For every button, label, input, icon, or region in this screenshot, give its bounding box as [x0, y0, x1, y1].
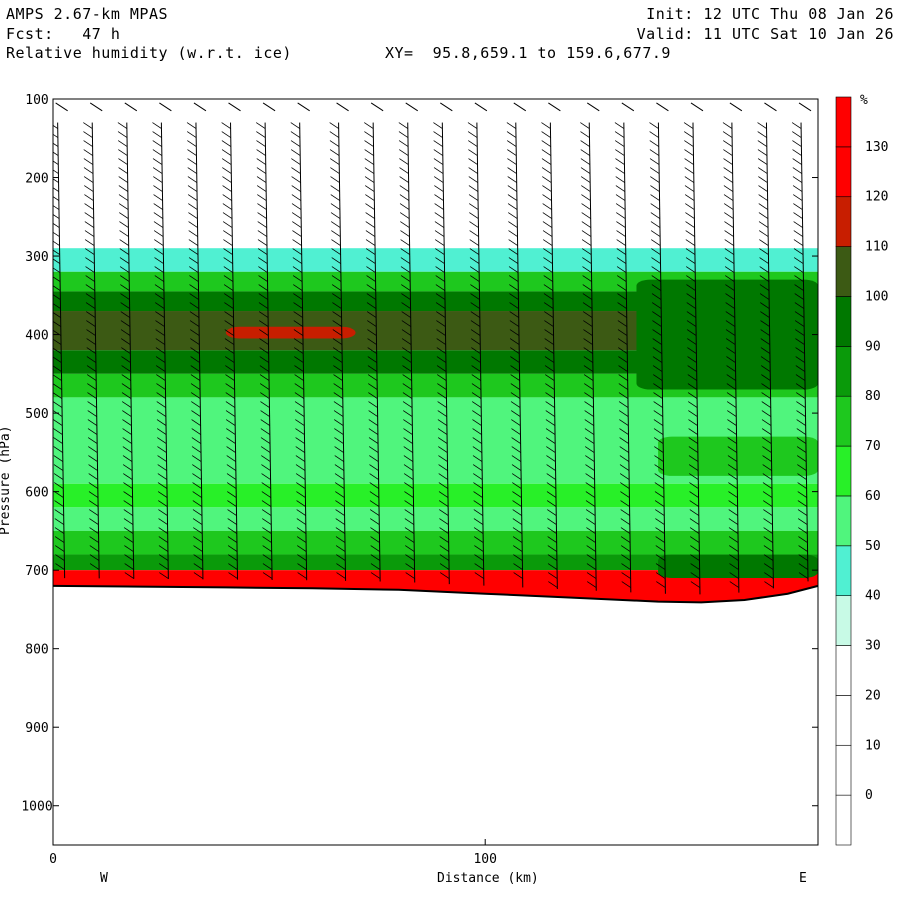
rh-feature-2 [658, 436, 818, 476]
east-label: E [799, 871, 807, 886]
y-tick-label-900: 900 [25, 721, 48, 736]
colorbar-unit: % [860, 93, 868, 108]
rh-layer-1 [53, 248, 818, 272]
x-axis-ticks: 0 100 [49, 839, 497, 867]
colorbar-label-50: 50 [865, 539, 881, 554]
colorbar-label-40: 40 [865, 589, 881, 604]
wind-barb-column-19 [722, 102, 743, 593]
wind-barb-column-3 [152, 102, 172, 580]
wind-barb-column-5 [221, 102, 241, 580]
wind-barb-column-12 [467, 102, 488, 586]
wind-barb-column-16 [614, 102, 635, 593]
y-tick-label-800: 800 [25, 643, 48, 658]
y-axis-ticks: 100 200 300 400 500 600 700 800 900 1000 [21, 93, 818, 815]
west-label: W [100, 871, 108, 886]
colorbar-swatch-2 [835, 695, 852, 746]
y-tick-label-300: 300 [25, 250, 48, 265]
colorbar: 0 10 20 30 40 50 60 70 80 90 100 110 120 130 [835, 96, 888, 846]
x-tick-label-100: 100 [473, 852, 496, 867]
colorbar-swatch-3 [835, 645, 852, 696]
colorbar-label-80: 80 [865, 389, 881, 404]
wind-barb-column-9 [364, 102, 384, 582]
wind-barb-column-13 [506, 102, 527, 588]
wind-barb-column-15 [580, 102, 600, 591]
wind-barb-column-6 [255, 102, 276, 580]
colorbar-swatch-12 [835, 196, 852, 247]
colorbar-label-30: 30 [865, 639, 881, 654]
y-tick-label-500: 500 [25, 407, 48, 422]
plot-frame [52, 98, 819, 846]
wind-barb-column-14 [541, 102, 561, 590]
wind-barb-column-0 [53, 102, 68, 579]
wind-barbs [53, 102, 812, 595]
forecast-hour: Fcst: 47 h [6, 25, 121, 43]
wind-barb-column-1 [83, 102, 103, 579]
field-name: Relative humidity (w.r.t. ice) [6, 44, 292, 62]
colorbar-swatch-8 [835, 395, 852, 447]
colorbar-label-110: 110 [865, 240, 888, 255]
colorbar-label-10: 10 [865, 738, 881, 753]
y-tick-label-1000: 1000 [21, 800, 52, 815]
wind-barb-column-10 [398, 102, 419, 583]
wind-barb-column-20 [757, 102, 777, 589]
colorbar-swatch-4 [835, 595, 852, 646]
y-tick-label-600: 600 [25, 486, 48, 501]
wind-barb-column-2 [117, 102, 138, 579]
y-axis-label: Pressure (hPa) [0, 425, 13, 535]
y-tick-label-400: 400 [25, 329, 48, 344]
wind-barb-column-8 [329, 102, 349, 581]
colorbar-swatch-6 [835, 495, 852, 547]
colorbar-label-60: 60 [865, 489, 881, 504]
colorbar-label-130: 130 [865, 140, 888, 155]
wind-barb-column-4 [186, 102, 207, 580]
terrain [52, 584, 819, 845]
y-tick-label-200: 200 [25, 172, 48, 187]
terrain-mask [53, 585, 818, 845]
colorbar-swatch-0 [835, 794, 852, 846]
rh-layer-0 [53, 99, 818, 249]
xy-range: XY= 95.8,659.1 to 159.6,677.9 [385, 44, 671, 62]
wind-barb-column-21 [791, 102, 812, 582]
colorbar-label-70: 70 [865, 439, 881, 454]
x-tick-label-0: 0 [49, 852, 57, 867]
colorbar-swatch-10 [835, 296, 852, 347]
wind-barb-column-18 [683, 102, 704, 595]
rh-feature-0 [225, 326, 356, 339]
x-axis-label: Distance (km) [437, 871, 539, 886]
wind-barb-column-7 [290, 102, 310, 581]
colorbar-label-0: 0 [865, 788, 873, 803]
y-tick-label-700: 700 [25, 564, 48, 579]
colorbar-label-20: 20 [865, 688, 881, 703]
colorbar-swatch-1 [835, 744, 852, 796]
colorbar-label-100: 100 [865, 289, 888, 304]
terrain-line [52, 584, 819, 604]
colorbar-swatch-14 [835, 96, 852, 148]
colorbar-swatch-9 [835, 346, 852, 397]
colorbar-label-120: 120 [865, 190, 888, 205]
y-tick-label-100: 100 [25, 93, 48, 108]
init-time: Init: 12 UTC Thu 08 Jan 26 [646, 5, 894, 23]
colorbar-swatch-11 [835, 246, 852, 297]
colorbar-swatch-5 [835, 545, 852, 596]
colorbar-swatch-7 [835, 445, 852, 497]
rh-feature-1 [636, 279, 818, 390]
wind-barb-column-17 [649, 102, 669, 594]
valid-time: Valid: 11 UTC Sat 10 Jan 26 [636, 25, 894, 43]
rh-layer-8 [53, 483, 818, 508]
wind-barb-column-11 [433, 102, 453, 585]
rh-layer-5 [53, 350, 818, 374]
colorbar-label-90: 90 [865, 339, 881, 354]
model-name: AMPS 2.67-km MPAS [6, 5, 169, 23]
colorbar-swatch-13 [835, 146, 852, 198]
rh-layer-10 [53, 530, 818, 555]
